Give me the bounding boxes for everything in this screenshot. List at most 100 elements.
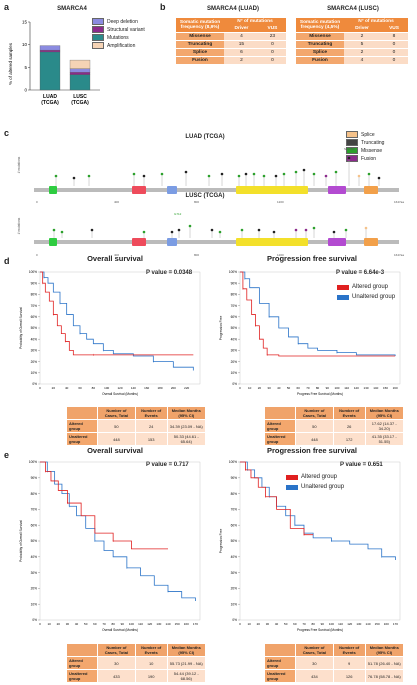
lollipop-head [274, 174, 278, 178]
lollipop-head [188, 224, 192, 228]
y-tick-label: 30% [231, 349, 238, 353]
y-tick-label: 30% [231, 571, 238, 575]
y-tick-label: 90% [31, 476, 38, 480]
y-tick-label: 60% [231, 523, 238, 527]
lollipop-luad-title: LUAD (TCGA) [185, 134, 225, 140]
table-row: Altered group 30 9 51.78 (26.40 - NA) [264, 656, 405, 670]
y-tick-label: 20% [231, 360, 238, 364]
lollipop-head [294, 228, 298, 232]
e-os-title: Overall survival [87, 446, 143, 455]
y-tick-label: 80% [231, 492, 238, 496]
lollipop-head [142, 230, 146, 234]
x-tick-label: 150 [383, 386, 388, 390]
x-tick-label: 120 [347, 622, 352, 626]
x-tick-label: 130 [156, 622, 161, 626]
y-tick-label: 0% [232, 382, 237, 386]
y-tick-label: 30% [31, 571, 38, 575]
lollipop-legend: Splice Truncating Missense Fusion [346, 131, 384, 163]
lollipop-head [252, 172, 256, 176]
panel-a-legend: Deep deletion Structural variant Mutatio… [92, 18, 145, 50]
table-row: Unaltered group 434 126 76.78 (58.78 - NA) [264, 669, 405, 683]
y-tick-label: 40% [31, 337, 38, 341]
y-tick-label: 90% [231, 281, 238, 285]
y-tick-label: 50% [231, 539, 238, 543]
lollipop-head [344, 228, 348, 232]
table-row: Altered group 50 26 17.62 (14.37 - 34.20) [264, 419, 405, 433]
lollipop-head [218, 230, 222, 234]
legend-item: Mutations [92, 34, 145, 41]
legend-item: Altered group [337, 284, 395, 290]
x-tick-label: 100 [129, 622, 134, 626]
x-tick-label: 170 [393, 622, 398, 626]
lollipop-head [210, 228, 214, 232]
x-tick-label: 130 [356, 622, 361, 626]
lollipop-head [272, 230, 276, 234]
legend-item: Unaltered group [337, 294, 395, 300]
x-tick-label: 110 [138, 622, 143, 626]
y-tick-label: 100% [29, 270, 37, 274]
y-tick-label: 50% [231, 326, 238, 330]
x-tick-label: 0 [239, 386, 241, 390]
panel-label-a: a [4, 2, 10, 12]
altered-curve [240, 271, 396, 357]
bar-segment [39, 49, 61, 53]
lollipop-head [262, 174, 266, 178]
lollipop-head [334, 170, 338, 174]
x-tick-label: 160 [393, 386, 398, 390]
lollipop-head [87, 174, 91, 178]
y-tick-label: 80% [231, 293, 238, 297]
x-tick-label: 70 [302, 622, 306, 626]
lollipop-lusc-title: LUSC (TCGA) [185, 193, 225, 199]
protein-domain [328, 186, 346, 194]
protein-domain [236, 238, 308, 246]
d-km-legend: Altered group Unaltered group [337, 284, 395, 300]
x-tick-label: 160 [144, 386, 149, 390]
lusc-mutation-table: Somatic mutation frequency (4,5%) N° of m… [296, 18, 408, 64]
x-tick-label: 120 [354, 386, 359, 390]
x-tick-label: 140 [131, 386, 136, 390]
svg-text:1647aa: 1647aa [394, 253, 404, 257]
panel-label-c: c [4, 128, 10, 138]
y-tick-label: 90% [31, 281, 38, 285]
legend-item: Truncating [346, 139, 384, 146]
y-tick-label: 60% [231, 315, 238, 319]
y-tick-label: 100% [229, 460, 237, 464]
table-row: Missense 4 23 [176, 32, 286, 41]
legend-item: Structural variant [92, 26, 145, 33]
bar-segment [69, 74, 91, 91]
d-pfs-summary-table: Number of Cases, Total Number of Events Me… [264, 406, 405, 446]
y-tick-label: 10% [231, 371, 238, 375]
lollipop-head [207, 174, 211, 178]
y-tick-label: 10% [231, 602, 238, 606]
lollipop-head [324, 174, 328, 178]
x-tick-label: 10 [47, 622, 51, 626]
lollipop-head [302, 168, 306, 172]
x-axis-label: Overall Survival (Months) [102, 628, 138, 632]
x-tick-label: 120 [117, 386, 122, 390]
y-tick-label: 70% [231, 508, 238, 512]
x-tick-label: 160 [384, 622, 389, 626]
lusc-table-title: SMARCA4 (LUSC) [327, 6, 379, 12]
y-tick-label: 70% [31, 508, 38, 512]
legend-item: Missense [346, 147, 384, 154]
y-tick-label: 40% [231, 337, 238, 341]
lollipop-luad-annotation: S1125fs [344, 147, 355, 151]
lollipop-head [332, 230, 336, 234]
lollipop-head [312, 172, 316, 176]
svg-text:400: 400 [114, 253, 119, 257]
x-tick-label: 10 [247, 622, 251, 626]
y-tick-label: 80% [31, 293, 38, 297]
y-axis-label: Probability of Overall Survival [19, 520, 23, 562]
table-row: Truncating 5 0 [296, 40, 408, 49]
x-tick-label: 20 [57, 622, 61, 626]
svg-text:1200: 1200 [277, 253, 284, 257]
panel-a-ylabel: % of altered samples [8, 42, 13, 85]
panel-a-xlabel-lusc: LUSC [73, 94, 87, 100]
y-tick-label: 10% [31, 602, 38, 606]
panel-label-d: d [4, 256, 10, 266]
y-axis-label: Progression Free [219, 529, 223, 554]
table-row: Unaltered group 448 172 41.35 (33.17 - 51.5… [264, 432, 405, 446]
table-row: Missense 2 8 [296, 32, 408, 41]
svg-text:1200: 1200 [277, 200, 284, 204]
y-tick-label: 100% [229, 270, 237, 274]
